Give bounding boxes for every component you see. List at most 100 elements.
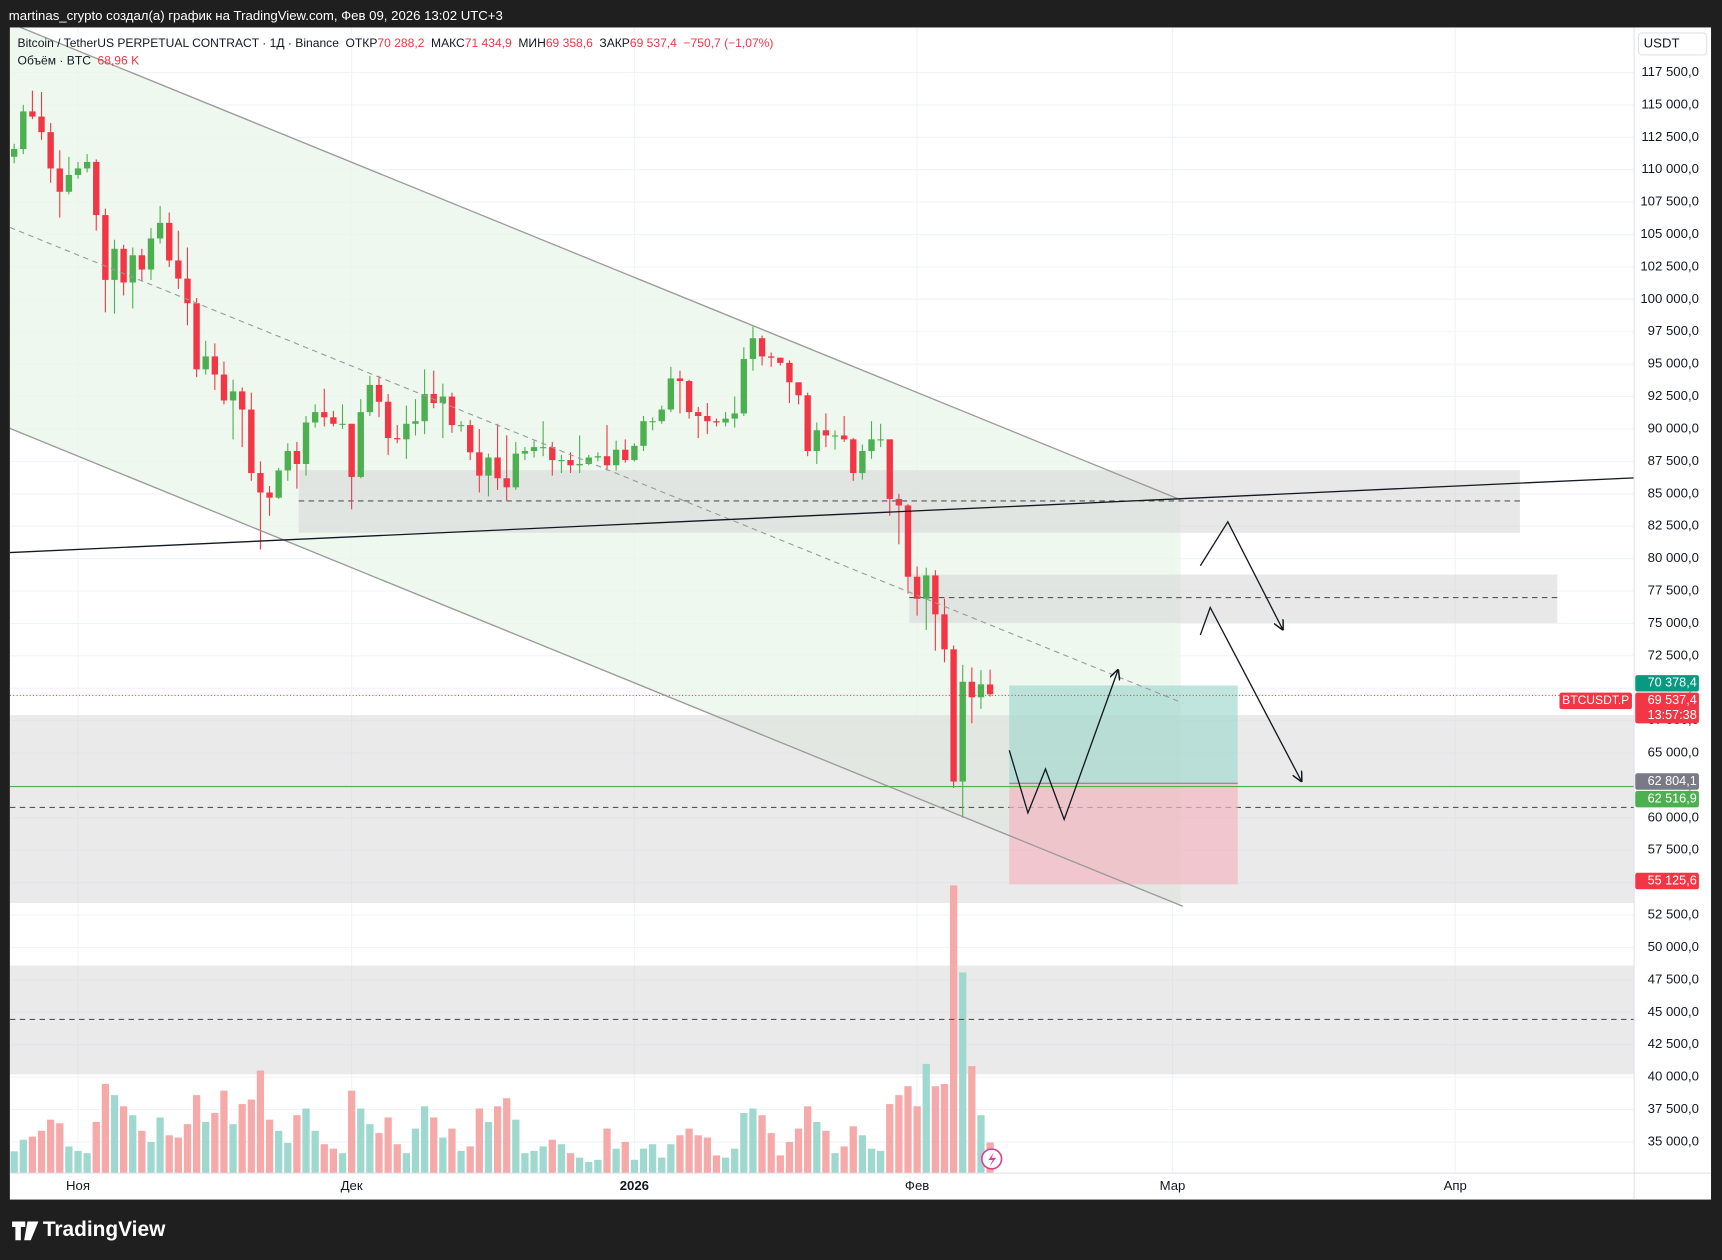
candle-body xyxy=(56,168,63,192)
candle-body xyxy=(366,384,374,413)
volume-bar xyxy=(931,1086,939,1174)
volume-bar xyxy=(457,1150,465,1174)
price-tag xyxy=(1635,872,1699,890)
volume-bar xyxy=(721,1157,730,1174)
candle-body xyxy=(29,111,36,117)
volume-bar xyxy=(603,1128,611,1174)
candle-body xyxy=(877,439,884,441)
path-arrow xyxy=(1008,670,1118,822)
candle-body xyxy=(822,430,830,436)
candle-body xyxy=(284,451,291,471)
candle-body xyxy=(339,423,346,425)
volume-bar xyxy=(430,1117,438,1174)
volume-bar xyxy=(849,1126,857,1174)
volume-bar xyxy=(56,1123,64,1174)
candle-body xyxy=(950,649,957,782)
candle-body xyxy=(923,575,930,599)
price-tag xyxy=(1635,675,1699,692)
volume-bar xyxy=(83,1153,91,1174)
currency: USDT xyxy=(1644,35,1680,50)
volume-bar xyxy=(877,1150,885,1174)
candle-body xyxy=(257,473,264,493)
volume-bar xyxy=(37,1130,46,1174)
volume-bar xyxy=(311,1130,319,1174)
volume-bar xyxy=(676,1135,684,1174)
y-tick-label: 35 000,0 xyxy=(1648,1133,1699,1148)
ohlc-label: ОТКР xyxy=(346,36,378,50)
ohlc-label: МИН xyxy=(518,36,545,50)
volume-bar xyxy=(648,1144,657,1174)
candle-body xyxy=(722,418,729,423)
ohlc-label: МАКС xyxy=(431,36,465,50)
candle-body xyxy=(83,161,91,169)
candle-body xyxy=(512,453,519,488)
candle-body xyxy=(248,409,255,474)
price-tag-label: 69 537,4 xyxy=(1648,693,1697,707)
candle-body xyxy=(795,382,802,396)
path-arrow xyxy=(1199,520,1282,630)
volume-bar xyxy=(74,1150,82,1174)
volume-bar xyxy=(785,1141,794,1174)
volume-bar xyxy=(758,1115,766,1174)
candle-body xyxy=(977,684,985,698)
volume-bar xyxy=(10,1151,18,1174)
y-tick-label: 105 000,0 xyxy=(1640,226,1699,241)
y-tick-label: 57 500,0 xyxy=(1648,842,1699,857)
volume-bar xyxy=(767,1133,775,1174)
candle-body xyxy=(120,248,127,283)
candle-body xyxy=(503,478,510,488)
candle-body xyxy=(986,684,994,695)
alert-icon-bolt xyxy=(988,1152,997,1167)
volume-bar xyxy=(147,1141,155,1174)
volume-bar xyxy=(867,1148,876,1174)
price-tag-label: 55 125,6 xyxy=(1648,873,1697,887)
price-axis xyxy=(1634,27,1712,1174)
legend-line: Bitcoin / TetherUS PERPETUAL CONTRACT · … xyxy=(18,36,774,50)
candle-body xyxy=(749,338,757,359)
volume-bar xyxy=(566,1153,575,1174)
candle-body xyxy=(731,413,738,419)
candle-body xyxy=(968,681,976,698)
volume-bar xyxy=(731,1148,739,1174)
candle-body xyxy=(175,260,182,279)
volume-bar xyxy=(475,1108,483,1174)
volume-bar xyxy=(740,1112,748,1174)
volume-bar xyxy=(922,1063,930,1174)
candle-body xyxy=(357,412,364,477)
volume-bar xyxy=(302,1108,310,1174)
y-tick-label: 37 500,0 xyxy=(1648,1101,1699,1116)
candle-body xyxy=(476,452,483,476)
y-tick-label: 90 000,0 xyxy=(1648,420,1699,435)
y-tick-label: 77 500,0 xyxy=(1648,582,1699,597)
candle-body xyxy=(439,396,447,404)
volume-bar xyxy=(320,1144,328,1174)
volume-bar xyxy=(831,1153,839,1174)
channel-upper xyxy=(18,27,1181,501)
volume-bar xyxy=(420,1106,429,1174)
zone xyxy=(9,715,1635,903)
candle-body xyxy=(412,421,419,424)
candle-body xyxy=(485,457,492,476)
y-tick-label: 102 500,0 xyxy=(1640,258,1699,273)
price-tag-label: 70 378,4 xyxy=(1648,676,1697,690)
volume-bar xyxy=(968,1066,976,1174)
y-tick-label: 115 000,0 xyxy=(1641,96,1699,111)
candle-body xyxy=(695,412,702,417)
volume-bar xyxy=(47,1119,55,1174)
volume-bar xyxy=(612,1148,620,1174)
currency-box[interactable] xyxy=(1637,32,1708,56)
candle-body xyxy=(777,357,784,363)
y-tick-label: 107 500,0 xyxy=(1640,194,1699,209)
candle-body xyxy=(129,255,136,283)
candle-body xyxy=(311,412,319,423)
y-tick-label: 117 500,0 xyxy=(1641,64,1699,79)
volume-bar xyxy=(585,1162,593,1174)
volume-bar xyxy=(822,1130,830,1174)
channel-fill xyxy=(9,27,1181,907)
candle-body xyxy=(704,416,711,422)
path-arrow xyxy=(1199,605,1301,781)
volume-bar xyxy=(712,1155,721,1174)
volume-bar xyxy=(658,1157,666,1174)
